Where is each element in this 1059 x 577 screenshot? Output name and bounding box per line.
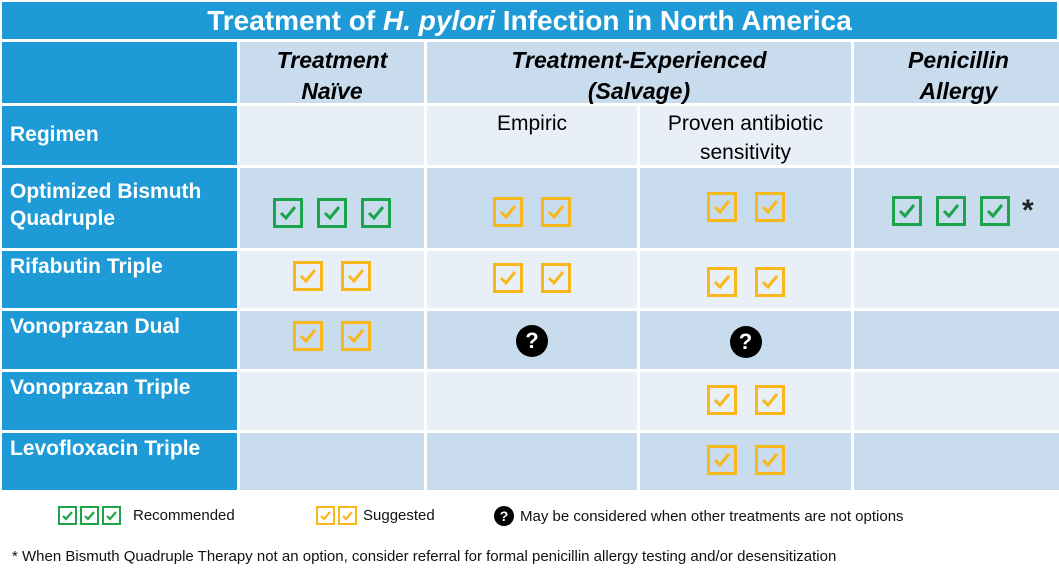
check-box-icon [706, 192, 737, 222]
cell-vonoprazan-dual-naive [240, 311, 424, 369]
check-box-icon [341, 261, 371, 291]
check-box-icon [541, 197, 571, 227]
row-label-bismuth: Optimized Bismuth Quadruple [2, 168, 237, 248]
check-box-icon [273, 198, 303, 228]
check-box-icon [341, 321, 371, 351]
suggested-checks [427, 197, 637, 227]
cell-bismuth-empiric [427, 168, 637, 248]
recommended-checks [240, 198, 424, 228]
cell-vonoprazan-dual-empiric: ? [427, 311, 637, 369]
recommended-checks [838, 196, 1059, 226]
check-box-icon [493, 263, 523, 293]
legend-recommended-label: Recommended [133, 507, 235, 524]
check-box-icon [754, 267, 785, 297]
suggested-checks [427, 263, 637, 293]
check-box-icon [754, 445, 785, 475]
check-box-icon [293, 321, 323, 351]
cell-levofloxacin-empiric [427, 433, 637, 490]
title-organism: H. pylori [383, 5, 496, 36]
check-box-icon [361, 198, 391, 228]
treatment-table: Treatment Naïve Treatment-Experienced (S… [2, 42, 1059, 490]
row-label-vonoprazan-triple: Vonoprazan Triple [2, 372, 237, 430]
question-circle-icon: ? [516, 325, 548, 357]
corner-cell [2, 42, 237, 103]
check-box-icon [541, 263, 571, 293]
cell-vonoprazan-triple-allergy [854, 372, 1059, 430]
row-label-vonoprazan-dual: Vonoprazan Dual [2, 311, 237, 369]
cell-bismuth-proven [640, 168, 851, 248]
cell-rifabutin-naive [240, 251, 424, 308]
suggested-checks [640, 445, 851, 475]
cell-bismuth-naive [240, 168, 424, 248]
legend-suggested-icons [316, 506, 357, 525]
check-box-icon [102, 506, 121, 525]
cell-regimen-allergy [854, 106, 1059, 165]
legend-recommended-icons [58, 506, 121, 525]
cell-levofloxacin-proven [640, 433, 851, 490]
check-box-icon [935, 196, 966, 226]
legend-considered: ? May be considered when other treatment… [494, 506, 904, 526]
check-box-icon [493, 197, 523, 227]
cell-vonoprazan-triple-empiric [427, 372, 637, 430]
column-header-naive: Treatment Naïve [240, 42, 424, 104]
check-box-icon [293, 261, 323, 291]
cell-levofloxacin-naive [240, 433, 424, 490]
subheader-proven-sensitivity: Proven antibiotic sensitivity [640, 106, 851, 165]
row-label-regimen: Regimen [2, 106, 237, 165]
cell-vonoprazan-triple-naive [240, 372, 424, 430]
check-box-icon [706, 445, 737, 475]
check-box-icon [58, 506, 77, 525]
cell-vonoprazan-triple-proven [640, 372, 851, 430]
question-circle-icon: ? [729, 326, 762, 358]
check-box-icon [80, 506, 99, 525]
check-box-icon [754, 192, 785, 222]
row-label-levofloxacin: Levofloxacin Triple [2, 433, 237, 490]
legend: Recommended Suggested ? May be considere… [0, 506, 1059, 532]
check-box-icon [316, 506, 335, 525]
footnote: * When Bismuth Quadruple Therapy not an … [12, 548, 837, 565]
check-box-icon [338, 506, 357, 525]
check-box-icon [754, 385, 785, 415]
check-box-icon [979, 196, 1010, 226]
column-header-allergy: Penicillin Allergy [854, 42, 1059, 104]
cell-bismuth-allergy: * [854, 168, 1059, 248]
title-suffix: Infection in North America [495, 5, 852, 36]
check-box-icon [706, 267, 737, 297]
question-circle-icon: ? [494, 506, 514, 526]
cell-rifabutin-empiric [427, 251, 637, 308]
cell-vonoprazan-dual-allergy [854, 311, 1059, 369]
column-header-experienced: Treatment-Experienced (Salvage) [427, 42, 851, 104]
cell-levofloxacin-allergy [854, 433, 1059, 490]
cell-regimen-naive [240, 106, 424, 165]
allergy-footnote-marker: * [1022, 194, 1034, 227]
row-label-rifabutin: Rifabutin Triple [2, 251, 237, 308]
check-box-icon [891, 196, 922, 226]
legend-considered-label: May be considered when other treatments … [520, 507, 904, 525]
cell-rifabutin-allergy [854, 251, 1059, 308]
legend-suggested-label: Suggested [363, 507, 435, 524]
check-box-icon [317, 198, 347, 228]
page-title: Treatment of H. pylori Infection in Nort… [2, 2, 1057, 39]
suggested-checks [240, 261, 424, 291]
suggested-checks [640, 267, 851, 297]
subheader-empiric: Empiric [427, 106, 637, 165]
cell-vonoprazan-dual-proven: ? [640, 311, 851, 369]
legend-suggested: Suggested [316, 506, 435, 525]
suggested-checks [640, 192, 851, 222]
check-box-icon [706, 385, 737, 415]
title-prefix: Treatment of [207, 5, 383, 36]
suggested-checks [640, 385, 851, 415]
legend-recommended: Recommended [58, 506, 235, 525]
cell-rifabutin-proven [640, 251, 851, 308]
suggested-checks [240, 321, 424, 351]
